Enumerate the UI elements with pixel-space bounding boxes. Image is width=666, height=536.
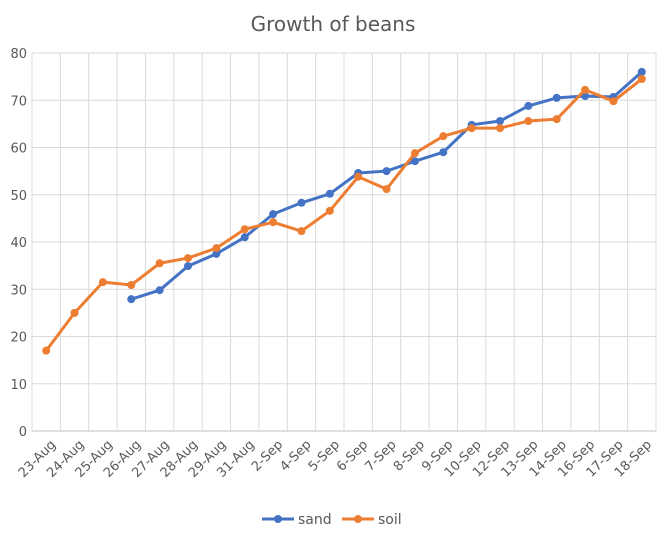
data-point-soil [155,259,164,268]
data-point-soil [410,149,419,158]
legend-item-sand: sand [262,512,332,528]
data-point-sand [184,262,192,271]
data-point-sand [382,167,391,176]
chart-title: Growth of beans [251,12,416,36]
legend-label-soil: soil [378,512,402,528]
series-soil [42,74,646,355]
data-point-soil [581,85,590,94]
data-point-soil [184,254,192,263]
x-tick-label: 8-Sep [391,437,428,474]
data-point-sand [439,148,448,157]
data-point-soil [609,97,618,106]
series-line-soil [44,77,643,352]
data-point-soil [637,74,646,83]
data-point-soil [382,185,391,194]
data-point-sand [127,295,136,304]
data-point-soil [524,117,533,126]
data-point-soil [552,115,561,124]
data-point-soil [127,280,136,289]
data-point-sand [155,286,164,295]
data-point-soil [269,218,278,227]
data-point-sand [212,249,221,258]
data-point-soil [297,227,306,236]
data-point-sand [269,210,278,219]
y-tick-label: 50 [10,189,27,204]
data-point-sand [325,189,334,198]
data-point-soil [42,346,51,355]
data-point-sand [496,117,504,126]
data-point-soil [325,206,334,215]
x-tick-label: 5-Sep [306,437,343,474]
y-tick-label: 70 [10,94,27,109]
legend-item-soil: soil [342,512,402,528]
data-point-sand [552,93,561,102]
x-tick-label: 7-Sep [362,437,399,474]
y-tick-label: 10 [10,378,27,393]
data-point-sand [524,101,533,110]
data-point-soil [496,124,504,133]
y-tick-label: 0 [19,425,27,440]
y-tick-label: 30 [10,283,27,298]
data-point-sand [410,157,419,166]
y-tick-label: 60 [10,142,27,157]
x-tick-label: 6-Sep [334,437,371,474]
data-point-soil [439,132,448,141]
legend-marker-soil [354,515,362,523]
data-point-soil [467,124,476,133]
x-tick-label: 2-Sep [249,437,286,474]
data-point-sand [637,67,646,76]
data-point-soil [70,308,79,317]
data-point-sand [297,198,306,207]
data-point-sand [240,233,249,242]
data-point-soil [212,244,221,253]
legend-marker-sand [274,515,282,523]
data-point-soil [240,225,249,234]
x-tick-label: 4-Sep [277,437,314,474]
data-point-soil [98,278,107,287]
y-tick-label: 40 [10,236,27,251]
y-tick-label: 20 [10,331,27,346]
series-sand [127,67,646,304]
y-tick-label: 80 [10,47,27,62]
legend-label-sand: sand [298,512,332,528]
data-point-soil [354,172,363,181]
